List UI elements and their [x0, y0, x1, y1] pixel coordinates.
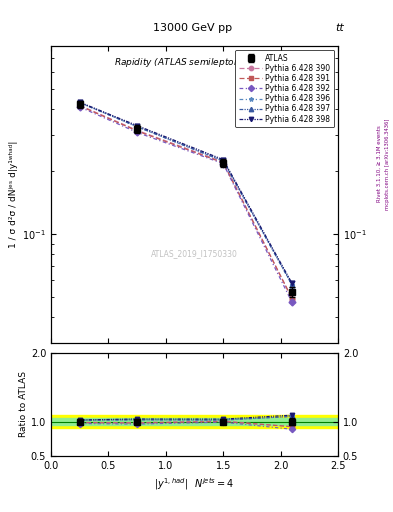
Pythia 6.428 396: [135, 123, 140, 130]
Pythia 6.428 398: [77, 99, 82, 105]
Pythia 6.428 396: [290, 282, 294, 288]
Pythia 6.428 398: [221, 157, 226, 163]
Pythia 6.428 390: [290, 295, 294, 302]
Line: Pythia 6.428 391: Pythia 6.428 391: [77, 103, 294, 301]
Line: Pythia 6.428 390: Pythia 6.428 390: [77, 103, 294, 301]
Pythia 6.428 392: [77, 104, 82, 110]
Pythia 6.428 391: [221, 160, 226, 166]
Pythia 6.428 390: [135, 127, 140, 134]
Pythia 6.428 391: [135, 128, 140, 134]
Pythia 6.428 396: [221, 158, 226, 164]
Pythia 6.428 398: [290, 281, 294, 287]
Pythia 6.428 390: [77, 102, 82, 109]
Pythia 6.428 390: [221, 159, 226, 165]
Line: Pythia 6.428 397: Pythia 6.428 397: [77, 100, 294, 287]
Pythia 6.428 392: [221, 161, 226, 167]
Line: Pythia 6.428 392: Pythia 6.428 392: [77, 104, 294, 305]
Text: Rivet 3.1.10, ≥ 3.1M events: Rivet 3.1.10, ≥ 3.1M events: [377, 125, 382, 202]
X-axis label: $|y^{1,had}|$  $N^{jets} = 4$: $|y^{1,had}|$ $N^{jets} = 4$: [154, 476, 235, 492]
Line: Pythia 6.428 396: Pythia 6.428 396: [77, 100, 294, 287]
Pythia 6.428 392: [290, 300, 294, 306]
Pythia 6.428 392: [135, 130, 140, 136]
Y-axis label: 1 / σ d²σ / dNʲᵉˢ d|y¹ʷʰᵃᵈ|: 1 / σ d²σ / dNʲᵉˢ d|y¹ʷʰᵃᵈ|: [9, 141, 18, 248]
Pythia 6.428 397: [290, 282, 294, 288]
Pythia 6.428 396: [77, 99, 82, 105]
Legend: ATLAS, Pythia 6.428 390, Pythia 6.428 391, Pythia 6.428 392, Pythia 6.428 396, P: ATLAS, Pythia 6.428 390, Pythia 6.428 39…: [235, 50, 334, 127]
Text: ATLAS_2019_I1750330: ATLAS_2019_I1750330: [151, 249, 238, 259]
Text: Rapidity (ATLAS semileptonic t$\bar{t}$bar): Rapidity (ATLAS semileptonic t$\bar{t}$b…: [114, 55, 275, 70]
Pythia 6.428 397: [135, 123, 140, 130]
Text: tt: tt: [335, 23, 344, 33]
Line: Pythia 6.428 398: Pythia 6.428 398: [77, 100, 294, 286]
Pythia 6.428 391: [290, 295, 294, 302]
Y-axis label: Ratio to ATLAS: Ratio to ATLAS: [19, 372, 28, 437]
Pythia 6.428 397: [221, 158, 226, 164]
Pythia 6.428 398: [135, 122, 140, 129]
Text: mcplots.cern.ch [arXiv:1306.3436]: mcplots.cern.ch [arXiv:1306.3436]: [385, 118, 389, 209]
Pythia 6.428 397: [77, 99, 82, 105]
Pythia 6.428 391: [77, 103, 82, 109]
Text: 13000 GeV pp: 13000 GeV pp: [153, 23, 232, 33]
